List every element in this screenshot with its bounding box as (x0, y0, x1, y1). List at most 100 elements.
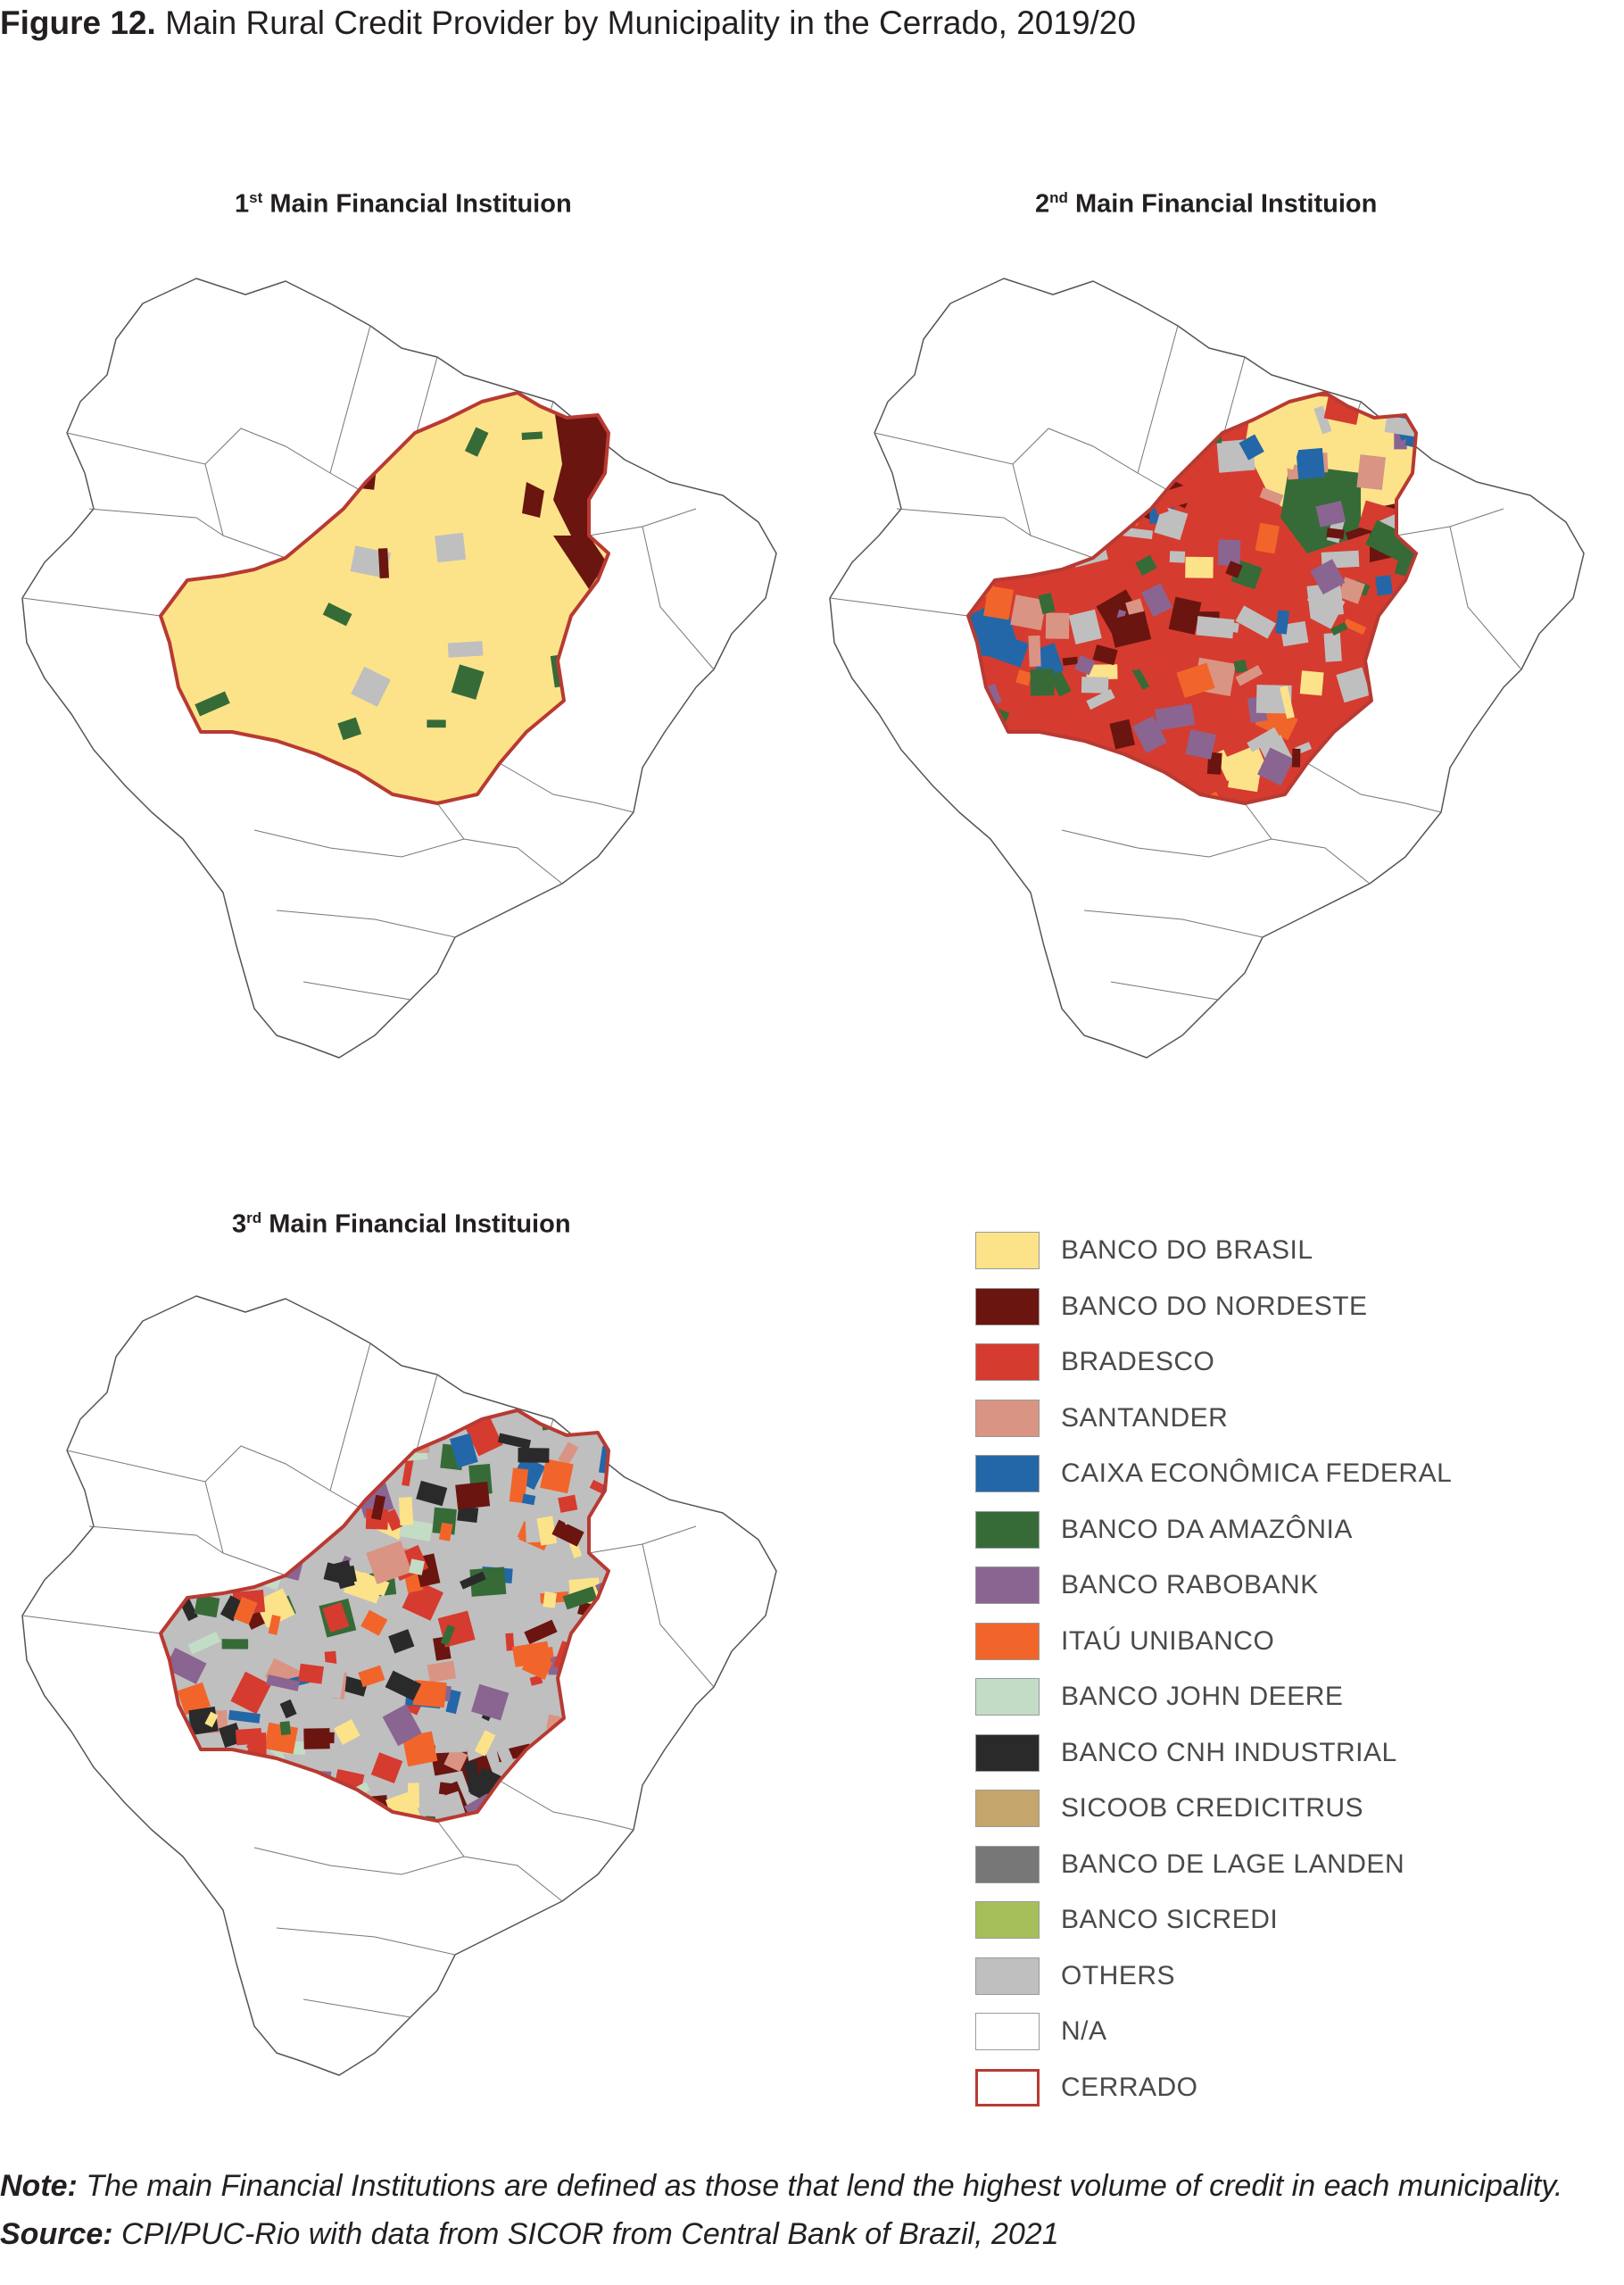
m3-municipality-patch (497, 1433, 532, 1450)
m2-municipality-patch (1315, 501, 1346, 528)
legend-swatch (975, 1287, 1040, 1325)
m3-municipality-patch (525, 1516, 541, 1543)
legend-label: BANCO JOHN DEERE (1061, 1682, 1344, 1712)
legend-label: OTHERS (1061, 1960, 1176, 1990)
m3-municipality-patch (187, 1632, 221, 1655)
figure-title: Figure 12. Main Rural Credit Provider by… (0, 4, 1136, 43)
legend-item-itau: ITAÚ UNIBANCO (975, 1614, 1529, 1670)
source-line: Source: CPI/PUC-Rio with data from SICOR… (0, 2217, 1059, 2252)
m3-municipality-patch (233, 1596, 258, 1625)
m2-municipality-patch (1227, 579, 1242, 598)
m3-municipality-patch (518, 1448, 550, 1463)
legend-swatch (975, 2068, 1040, 2106)
m1-state-border (276, 910, 456, 938)
m1-state-border (642, 526, 715, 670)
m2-municipality-patch (1030, 669, 1055, 696)
m3-municipality-patch (513, 1512, 535, 1523)
m2-municipality-patch (1168, 596, 1202, 635)
m1-cerrado-fill (161, 393, 609, 803)
m3-municipality-patch (409, 1558, 425, 1575)
figure-number: Figure 12. (0, 4, 156, 41)
m3-municipality-patch (235, 1727, 262, 1746)
map-3-title: 3rd Main Financial Instituion (232, 1209, 571, 1240)
m2-municipality-patch (1275, 610, 1290, 635)
m3-state-border (302, 1998, 411, 2018)
legend-label: CAIXA ECONÔMICA FEDERAL (1061, 1458, 1453, 1489)
m3-municipality-patch (543, 1591, 557, 1608)
m3-municipality-patch (221, 1639, 249, 1649)
m1-patch (553, 402, 609, 536)
m3-municipality-patch (402, 1731, 438, 1767)
m3-municipality-patch (301, 1683, 315, 1696)
m3-municipality-patch (385, 1670, 422, 1701)
legend-item-cerrado: CERRADO (975, 2060, 1529, 2116)
m3-municipality-patch (438, 1782, 453, 1796)
m3-municipality-patch (529, 1674, 543, 1686)
legend-swatch (975, 1622, 1040, 1660)
m3-municipality-patch (177, 1682, 211, 1716)
m2-municipality-patch (1326, 528, 1345, 540)
m2-municipality-patch (1131, 715, 1167, 753)
map-1-title-text: Main Financial Instituion (262, 189, 572, 219)
m1-patch (553, 536, 607, 589)
m3-municipality-patch (440, 1624, 456, 1646)
m3-municipality-patch (322, 1602, 350, 1633)
m2-municipality-patch (1169, 551, 1186, 563)
note-text: The main Financial Institutions are defi… (77, 2169, 1563, 2203)
m1-state-border (436, 802, 563, 885)
map-legend: BANCO DO BRASIL BANCO DO NORDESTE BRADES… (975, 1223, 1529, 2115)
legend-item-others: OTHERS (975, 1948, 1529, 2005)
m3-municipality-patch (559, 1499, 594, 1525)
legend-swatch (975, 1455, 1040, 1493)
m2-municipality-patch (1235, 665, 1264, 686)
m3-municipality-patch (360, 1609, 388, 1636)
m3-municipality-patch (496, 1744, 517, 1771)
legend-label: ITAÚ UNIBANCO (1061, 1625, 1275, 1656)
m3-municipality-patch (435, 1734, 468, 1754)
m3-municipality-patch (204, 1711, 219, 1728)
m2-municipality-patch (1306, 582, 1344, 619)
m1-state-border (329, 325, 371, 474)
m2-municipality-patch (1247, 727, 1280, 752)
map-2-title-text: Main Financial Instituion (1067, 189, 1378, 219)
m2-municipality-patch (1038, 593, 1056, 615)
m2-municipality-patch (1267, 440, 1299, 470)
legend-swatch (975, 1399, 1040, 1437)
map-3-ordinal: 3 (232, 1209, 247, 1239)
m2-municipality-patch (1336, 667, 1371, 703)
m2-municipality-patch (1176, 662, 1215, 698)
m2-state-border (1083, 910, 1264, 938)
legend-swatch (975, 1957, 1040, 1995)
m2-municipality-patch (1313, 405, 1332, 435)
m2-state-border (1244, 802, 1371, 885)
m3-municipality-patch (266, 1674, 300, 1691)
m3-state-border (499, 1780, 634, 1831)
legend-item-cnh-industrial: BANCO CNH INDUSTRIAL (975, 1725, 1529, 1782)
m2-municipality-patch (1356, 454, 1386, 491)
m2-municipality-patch (1068, 609, 1102, 645)
m3-municipality-patch (427, 1660, 457, 1683)
m2-municipality-patch (1086, 688, 1115, 710)
legend-swatch (975, 1232, 1040, 1270)
m1-municipality-patch (322, 602, 352, 627)
m1-municipality-patch (195, 691, 230, 717)
legend-swatch (975, 1510, 1040, 1549)
m3-municipality-patch (279, 1699, 297, 1719)
brazil-map-1st-institution (21, 278, 777, 1059)
m3-state-border (253, 1847, 465, 1875)
m2-municipality-patch (1109, 719, 1135, 750)
m1-municipality-patch (521, 431, 543, 440)
m3-municipality-patch (220, 1595, 244, 1622)
m2-municipality-patch (1225, 561, 1243, 578)
legend-item-santander: SANTANDER (975, 1391, 1529, 1447)
m3-municipality-patch (511, 1641, 551, 1667)
legend-swatch (975, 1901, 1040, 1940)
m3-state-border (436, 1820, 563, 1902)
m3-municipality-patch (303, 1728, 330, 1749)
map-2-title: 2nd Main Financial Instituion (1035, 189, 1377, 220)
legend-item-caixa: CAIXA ECONÔMICA FEDERAL (975, 1446, 1529, 1502)
m1-municipality-patch (435, 532, 467, 563)
m2-municipality-patch (1196, 616, 1235, 639)
m3-municipality-patch (384, 1508, 402, 1532)
m2-municipality-patch (1010, 594, 1047, 631)
